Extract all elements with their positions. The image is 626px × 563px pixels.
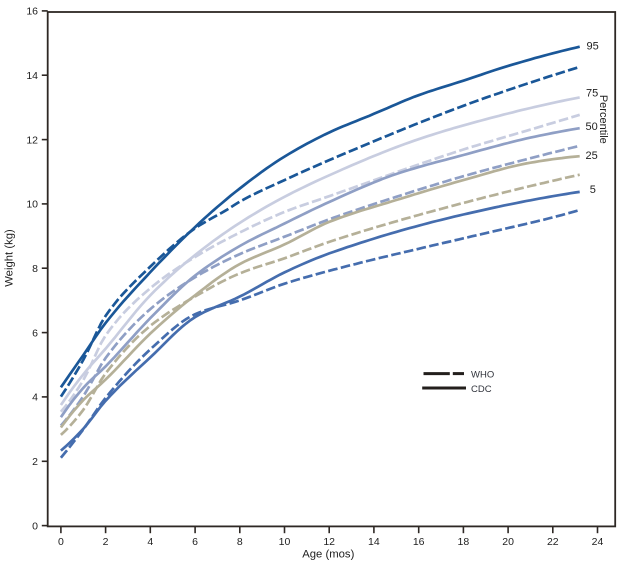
svg-text:5: 5 xyxy=(590,184,596,196)
svg-text:10: 10 xyxy=(279,536,291,548)
svg-text:75: 75 xyxy=(586,88,598,100)
svg-text:Weight (kg): Weight (kg) xyxy=(4,229,16,287)
svg-text:4: 4 xyxy=(32,392,38,404)
svg-text:6: 6 xyxy=(192,536,198,548)
svg-text:16: 16 xyxy=(413,536,425,548)
svg-text:WHO: WHO xyxy=(471,370,494,381)
svg-text:Age (mos): Age (mos) xyxy=(302,549,354,561)
svg-text:18: 18 xyxy=(458,536,470,548)
svg-text:2: 2 xyxy=(32,456,38,468)
svg-text:CDC: CDC xyxy=(471,384,492,395)
svg-text:14: 14 xyxy=(26,70,38,82)
svg-text:20: 20 xyxy=(502,536,514,548)
svg-text:14: 14 xyxy=(368,536,380,548)
svg-text:12: 12 xyxy=(323,536,335,548)
svg-text:12: 12 xyxy=(26,134,38,146)
svg-text:Percentile: Percentile xyxy=(597,95,609,144)
svg-text:6: 6 xyxy=(32,327,38,339)
svg-text:22: 22 xyxy=(547,536,559,548)
svg-text:8: 8 xyxy=(237,536,243,548)
svg-text:25: 25 xyxy=(586,150,598,162)
svg-text:50: 50 xyxy=(586,121,598,133)
svg-text:10: 10 xyxy=(26,199,38,211)
svg-text:8: 8 xyxy=(32,263,38,275)
svg-text:4: 4 xyxy=(147,536,153,548)
svg-text:0: 0 xyxy=(58,536,64,548)
svg-text:24: 24 xyxy=(592,536,604,548)
svg-text:0: 0 xyxy=(32,520,38,532)
svg-text:16: 16 xyxy=(26,6,38,18)
svg-text:2: 2 xyxy=(103,536,109,548)
svg-text:95: 95 xyxy=(587,41,599,53)
